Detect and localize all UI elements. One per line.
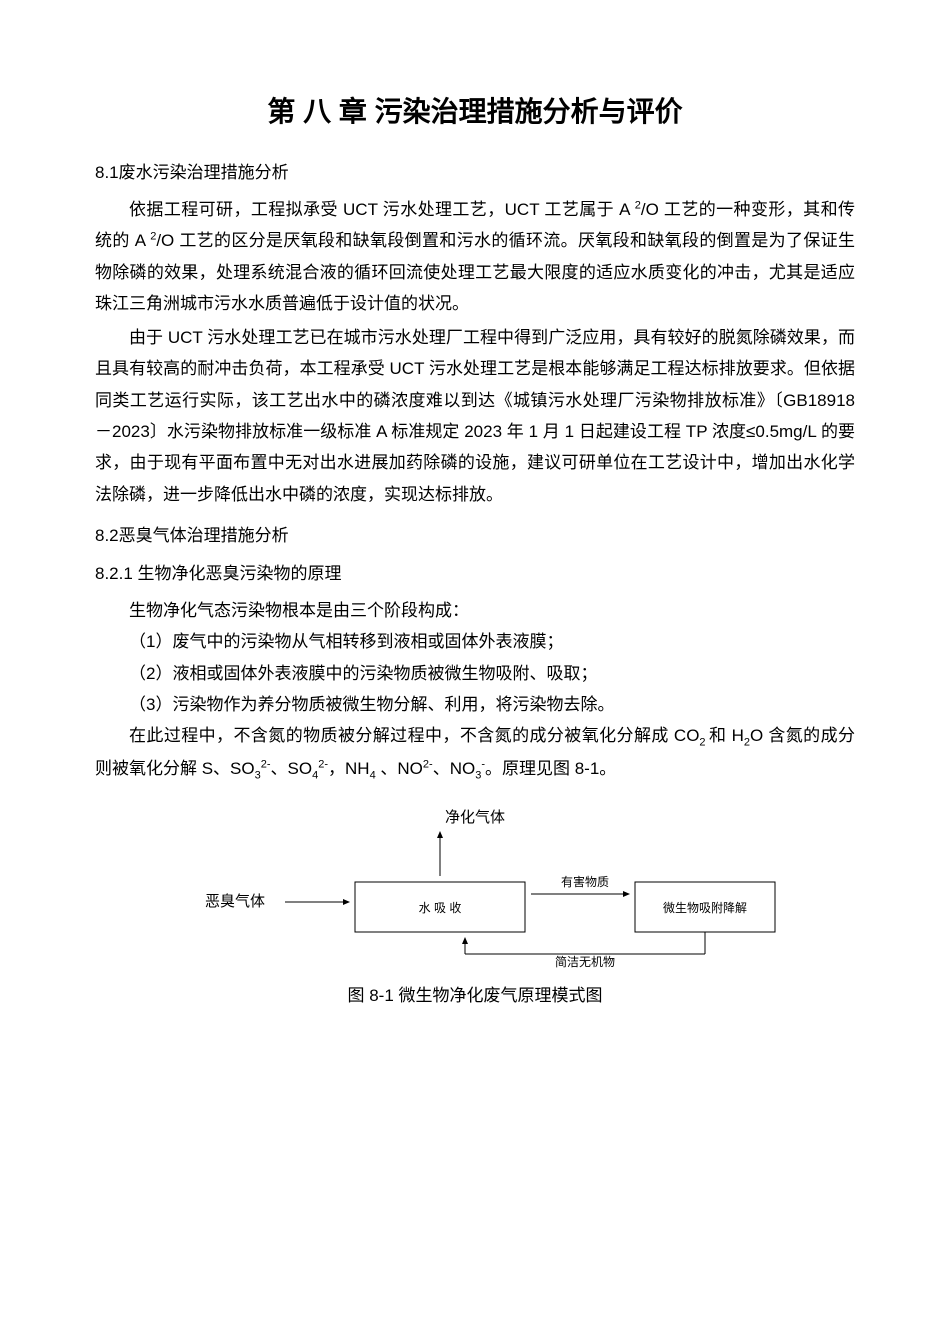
- text-fragment: 、NO: [376, 759, 423, 778]
- superscript: 2-: [261, 759, 271, 771]
- figure-8-1: 净化气体 恶臭气体 水 吸 收 微生物吸附降解 有害物质 简洁无机物 图 8-1…: [95, 804, 855, 1009]
- superscript: 2-: [423, 759, 433, 771]
- figure-caption: 图 8-1 微生物净化废气原理模式图: [347, 982, 602, 1009]
- text-fragment: 、NO: [433, 759, 476, 778]
- text-fragment: 依据工程可研，工程拟承受 UCT 污水处理工艺，UCT 工艺属于 A: [129, 200, 635, 219]
- text-fragment: /O 工艺的区分是厌氧段和缺氧段倒置和污水的循环流。厌氧段和缺氧段的倒置是为了保…: [95, 231, 855, 313]
- list-item: （1）废气中的污染物从气相转移到液相或固体外表液膜；: [95, 626, 855, 657]
- subsection-8-2-1-heading: 8.2.1 生物净化恶臭污染物的原理: [95, 560, 855, 587]
- section-8-1-heading: 8.1废水污染治理措施分析: [95, 159, 855, 186]
- subscript: 3: [255, 770, 261, 782]
- subscript: 2: [699, 737, 709, 749]
- section-8-2-heading: 8.2恶臭气体治理措施分析: [95, 522, 855, 549]
- subscript: 4: [312, 770, 318, 782]
- box-absorb-text: 水 吸 收: [419, 901, 462, 915]
- diagram-left-label: 恶臭气体: [205, 893, 265, 910]
- subscript: 3: [475, 770, 481, 782]
- text-fragment: 、SO: [271, 759, 313, 778]
- para-8-1-1: 依据工程可研，工程拟承受 UCT 污水处理工艺，UCT 工艺属于 A 2/O 工…: [95, 194, 855, 320]
- para-tail: 在此过程中，不含氮的物质被分解过程中，不含氮的成分被氧化分解成 CO2 和 H 2…: [95, 720, 855, 785]
- superscript: 2-: [318, 759, 328, 771]
- list-item: （2）液相或固体外表液膜中的污染物质被微生物吸附、吸取；: [95, 658, 855, 689]
- text-fragment: 在此过程中，不含氮的物质被分解过程中，不含氮的成分被氧化分解成 CO: [129, 726, 699, 745]
- text-fragment: ，NH: [328, 759, 370, 778]
- chapter-title: 第 八 章 污染治理措施分析与评价: [95, 90, 855, 135]
- text-fragment: 。原理见图 8-1。: [485, 759, 616, 778]
- para-8-1-2: 由于 UCT 污水处理工艺已在城市污水处理厂工程中得到广泛应用，具有较好的脱氮除…: [95, 322, 855, 511]
- diagram-top-label: 净化气体: [445, 809, 505, 826]
- box-degrade-text: 微生物吸附降解: [663, 901, 747, 915]
- text-fragment: 和 H: [709, 726, 744, 745]
- mid-bot-label: 简洁无机物: [555, 955, 615, 969]
- mid-top-label: 有害物质: [561, 874, 609, 889]
- intro-line: 生物净化气态污染物根本是由三个阶段构成：: [95, 595, 855, 626]
- list-item: （3）污染物作为养分物质被微生物分解、利用，将污染物去除。: [95, 689, 855, 720]
- flow-diagram-svg: 净化气体 恶臭气体 水 吸 收 微生物吸附降解 有害物质 简洁无机物: [165, 804, 785, 974]
